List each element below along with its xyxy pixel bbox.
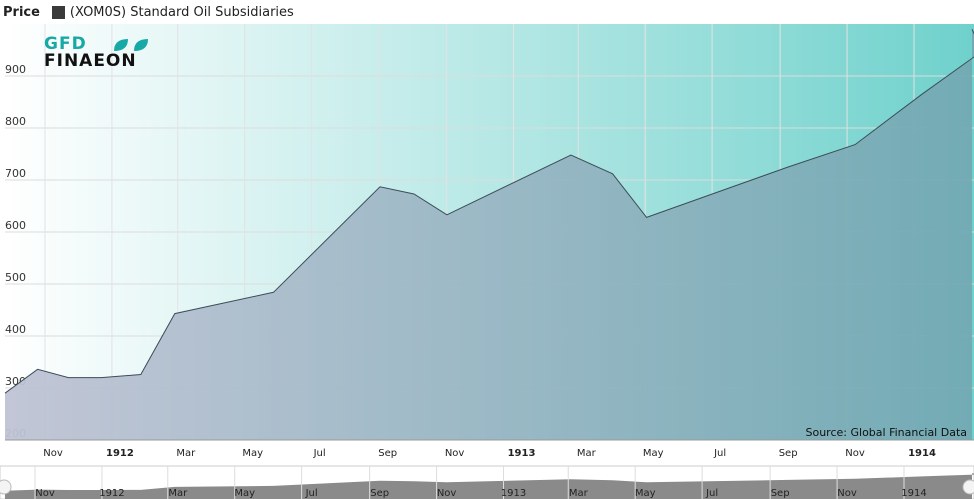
navigator-tick-label: Sep — [370, 488, 389, 499]
x-tick-label: Mar — [176, 448, 196, 459]
navigator-tick-label: Mar — [569, 488, 589, 499]
x-tick-label: May — [242, 448, 263, 459]
x-tick-label: Nov — [845, 448, 865, 459]
x-tick-label: Jul — [313, 448, 326, 459]
y-tick-label: 600 — [5, 219, 26, 232]
source-credit: Source: Global Financial Data — [805, 426, 968, 439]
navigator-tick-label: May — [635, 488, 656, 499]
x-tick-label: 1912 — [106, 448, 134, 459]
x-tick-label: Nov — [445, 448, 465, 459]
gfd-finaeon-logo: GFD FINAEON — [44, 36, 176, 70]
x-tick-label: 1914 — [908, 448, 936, 459]
navigator-tick-label: Mar — [168, 488, 188, 499]
x-tick-label: Mar — [577, 448, 597, 459]
y-tick-label: 400 — [5, 323, 26, 336]
navigator-tick-label: 1913 — [501, 488, 526, 499]
x-tick-label: May — [643, 448, 664, 459]
navigator-tick-label: 1914 — [901, 488, 926, 499]
logo-line1: GFD — [44, 34, 87, 54]
x-tick-label: Sep — [378, 448, 397, 459]
x-tick-label: Jul — [713, 448, 726, 459]
navigator-tick-label: Nov — [837, 488, 857, 499]
x-tick-label: Sep — [779, 448, 798, 459]
chart-plot[interactable]: 200300400500600700800900Nov1912MarMayJul… — [0, 24, 974, 499]
y-tick-label: 900 — [5, 63, 26, 76]
navigator-tick-label: May — [234, 488, 255, 499]
navigator-tick-label: Sep — [771, 488, 790, 499]
logo-line2: FINAEON — [44, 51, 137, 71]
legend-label[interactable]: (XOM0S) Standard Oil Subsidiaries — [69, 4, 294, 20]
x-tick-label: Nov — [43, 448, 63, 459]
x-tick-label: 1913 — [508, 448, 536, 459]
navigator-tick-label: Jul — [305, 488, 318, 499]
y-tick-label: 500 — [5, 271, 26, 284]
leaf-icon — [114, 39, 148, 51]
series-line[interactable] — [4, 28, 974, 394]
price-label: Price — [3, 4, 40, 20]
navigator-series — [5, 473, 974, 499]
navigator-left-handle[interactable] — [0, 479, 12, 495]
y-tick-label: 800 — [5, 115, 26, 128]
navigator-tick-label: Nov — [35, 488, 55, 499]
navigator-tick-label: 1912 — [99, 488, 124, 499]
chart-header: Price (XOM0S) Standard Oil Subsidiaries — [0, 0, 974, 24]
legend-swatch[interactable] — [51, 5, 65, 19]
y-tick-label: 700 — [5, 167, 26, 180]
series-area — [5, 29, 974, 440]
navigator-right-handle[interactable] — [962, 479, 974, 495]
navigator-tick-label: Nov — [437, 488, 457, 499]
navigator-tick-label: Jul — [705, 488, 718, 499]
